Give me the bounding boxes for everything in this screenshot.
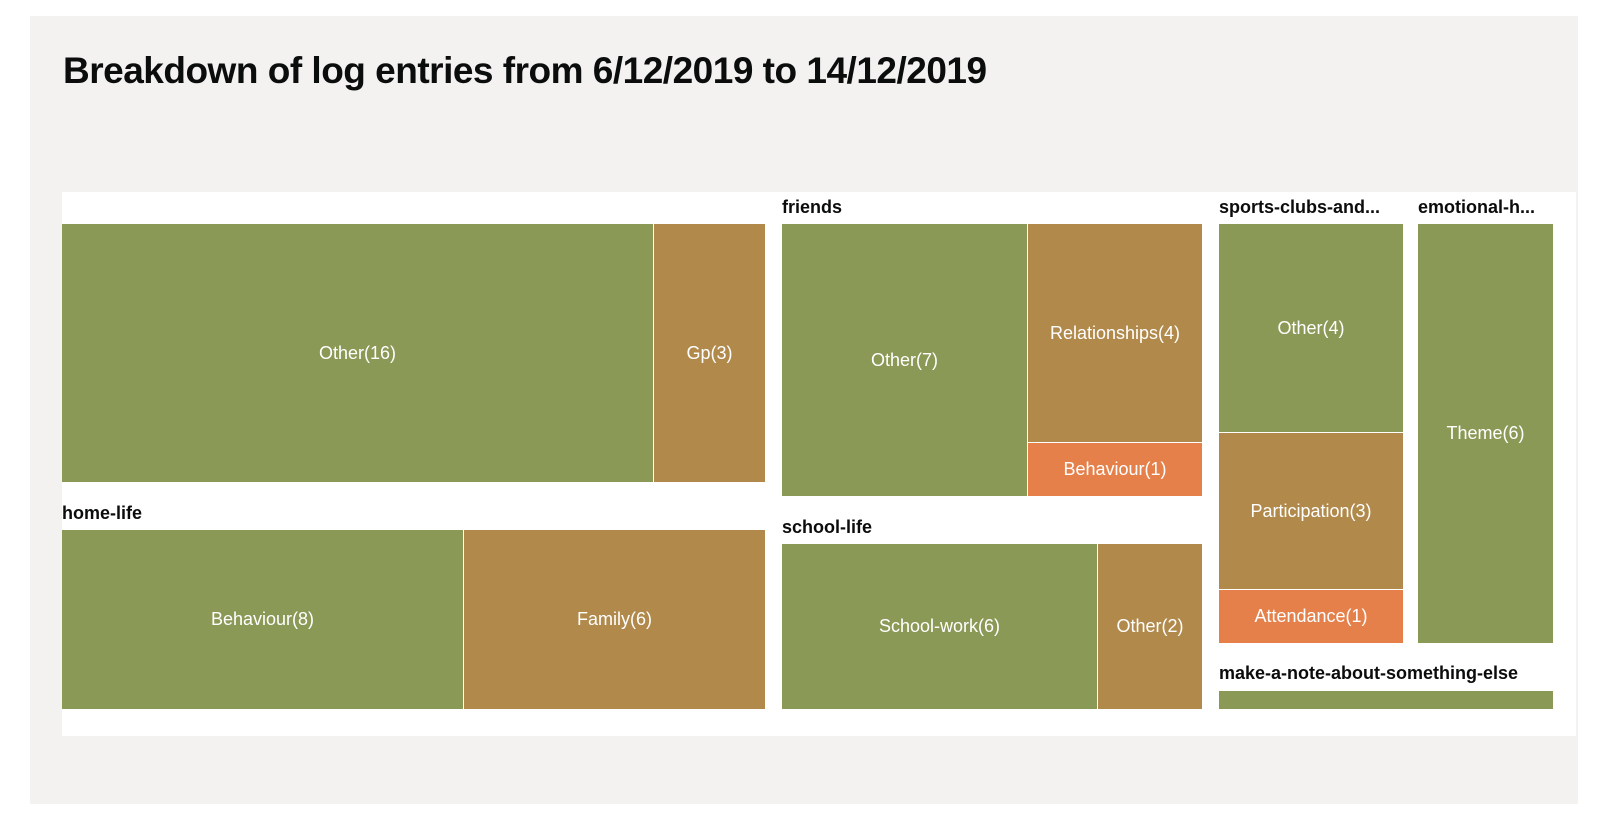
treemap-cell-behaviour[interactable]: Behaviour(8) — [62, 530, 464, 709]
chart-title: Breakdown of log entries from 6/12/2019 … — [63, 50, 987, 91]
chart-panel: Breakdown of log entries from 6/12/2019 … — [30, 16, 1578, 804]
group-label-home-life: home-life — [62, 503, 143, 523]
group-label-emotional-health: emotional-h... — [1418, 197, 1535, 217]
treemap-cell-other[interactable]: Other(2) — [1098, 544, 1202, 709]
group-label-make-a-note: make-a-note-about-something-else — [1219, 663, 1519, 683]
treemap-cell-attendance[interactable]: Attendance(1) — [1219, 590, 1403, 643]
treemap: Other(16) Gp(3) home-life Behaviour(8) F… — [62, 192, 1576, 736]
treemap-cell-family[interactable]: Family(6) — [464, 530, 765, 709]
treemap-cell-gp[interactable]: Gp(3) — [654, 224, 765, 483]
treemap-cell-other[interactable]: Other(16) — [62, 224, 654, 483]
group-label-school-life: school-life — [782, 517, 873, 537]
treemap-cell-other[interactable]: Other(4) — [1219, 224, 1403, 433]
treemap-cell-behaviour[interactable]: Behaviour(1) — [1028, 443, 1202, 496]
group-label-unlabeled — [62, 192, 742, 222]
treemap-cell-other[interactable]: Other(7) — [782, 224, 1028, 496]
treemap-cell-school-work[interactable]: School-work(6) — [782, 544, 1098, 709]
treemap-cell-relationships[interactable]: Relationships(4) — [1028, 224, 1202, 443]
group-label-friends: friends — [782, 197, 843, 217]
group-label-sports-clubs: sports-clubs-and... — [1219, 197, 1381, 217]
treemap-cell-theme[interactable]: Theme(6) — [1418, 224, 1553, 643]
treemap-cell-participation[interactable]: Participation(3) — [1219, 433, 1403, 590]
treemap-cell-make-a-note[interactable] — [1219, 691, 1553, 709]
